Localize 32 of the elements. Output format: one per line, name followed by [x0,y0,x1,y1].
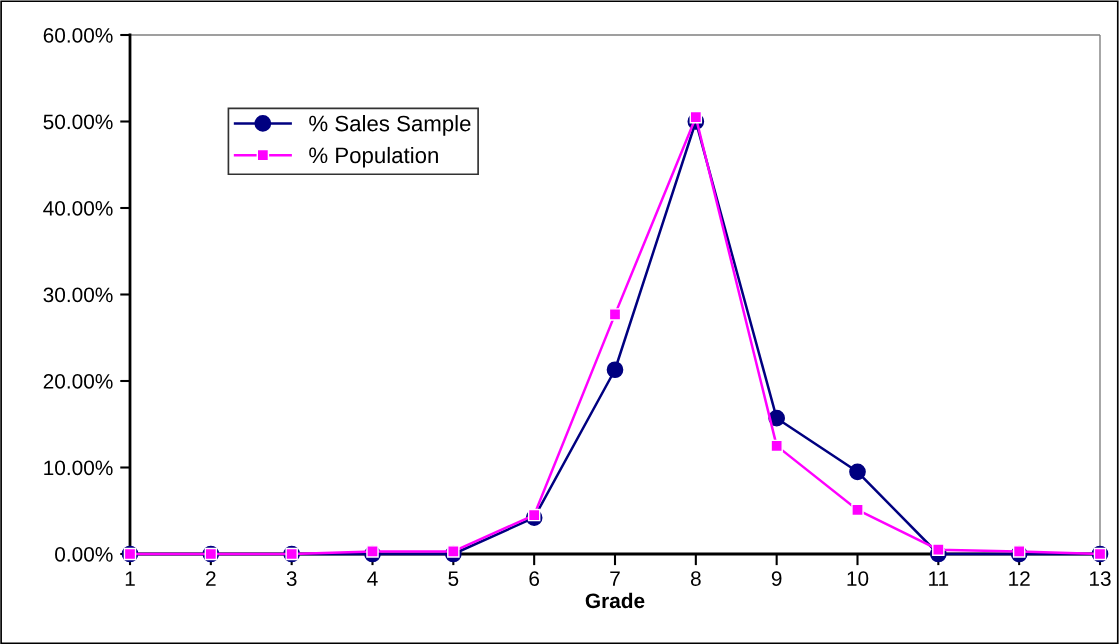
point [851,503,864,517]
legend-label: % Sales Sample [309,115,471,136]
x-tick-label: 5 [448,571,459,586]
y-tick-label: 20.00% [43,374,113,389]
point [849,463,866,481]
point [932,543,945,556]
point [608,308,622,321]
y-tick-label: 10.00% [44,460,113,476]
y-tick-label: 50.00% [43,114,113,130]
point [527,508,541,522]
x-tick-label: 6 [529,571,540,586]
point [689,110,703,124]
x-tick-label: 11 [929,571,949,586]
x-tick-label: 8 [690,571,701,586]
point [1012,545,1026,558]
point [606,361,624,379]
legend-label: % Population [309,146,438,168]
x-tick-label: 2 [206,571,216,586]
x-axis-title: Grade [585,592,645,609]
y-tick-label: 40.00% [43,201,113,216]
x-tick-label: 3 [286,571,297,586]
y-tick-label: 30.00% [43,287,113,303]
point [770,439,783,453]
x-tick-label: 7 [610,571,620,586]
x-tick-label: 12 [1009,571,1030,586]
y-tick-label: 60.00% [43,28,113,43]
y-tick-label: 0.00% [55,547,113,562]
x-tick-label: 9 [771,571,782,586]
x-tick-label: 1 [125,571,135,586]
x-tick-label: 4 [367,571,378,586]
x-tick-label: 13 [1090,571,1111,586]
x-tick-label: 10 [847,571,869,586]
